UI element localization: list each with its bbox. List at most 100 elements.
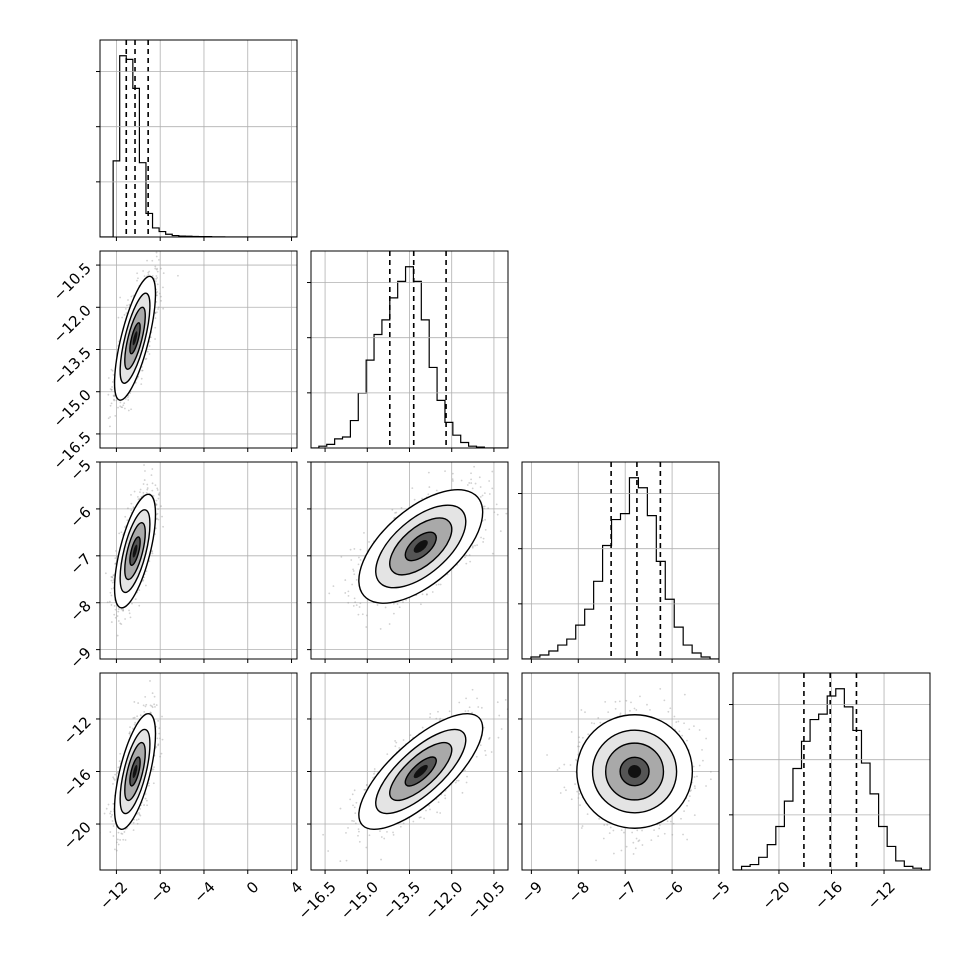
- scatter-point: [110, 621, 113, 623]
- scatter-point: [140, 383, 143, 386]
- scatter-point: [156, 487, 159, 490]
- scatter-point: [112, 802, 115, 805]
- scatter-point: [495, 503, 498, 506]
- scatter-point: [115, 550, 117, 552]
- scatter-point: [402, 601, 404, 604]
- scatter-point: [112, 825, 115, 827]
- scatter-point: [112, 574, 115, 577]
- scatter-point: [134, 721, 137, 724]
- scatter-point: [157, 493, 160, 496]
- scatter-point: [145, 491, 148, 494]
- scatter-point: [479, 486, 482, 488]
- scatter-point: [134, 381, 137, 384]
- scatter-point: [150, 474, 153, 477]
- scatter-point: [328, 592, 331, 595]
- scatter-point: [392, 602, 395, 605]
- scatter-point: [114, 616, 117, 619]
- scatter-point: [122, 609, 125, 612]
- scatter-point: [130, 295, 133, 298]
- scatter-point: [142, 483, 145, 485]
- scatter-point: [413, 498, 416, 501]
- scatter-point: [435, 489, 438, 492]
- scatter-point: [351, 583, 354, 586]
- scatter-point: [112, 373, 115, 376]
- density-contour: [132, 544, 138, 558]
- scatter-point: [113, 613, 116, 616]
- scatter-point: [111, 369, 114, 372]
- scatter-point: [142, 491, 145, 494]
- scatter-point: [152, 459, 154, 461]
- scatter-point: [155, 294, 158, 297]
- scatter-point: [156, 283, 159, 286]
- scatter-point: [151, 706, 154, 709]
- scatter-point: [137, 277, 139, 280]
- scatter-point: [464, 556, 466, 559]
- scatter-point: [127, 299, 129, 301]
- scatter-point: [157, 306, 160, 309]
- scatter-point: [130, 408, 133, 411]
- scatter-point: [121, 406, 124, 409]
- scatter-point: [143, 464, 145, 466]
- scatter-point: [152, 782, 155, 785]
- scatter-point: [117, 316, 120, 319]
- scatter-point: [481, 494, 484, 497]
- scatter-point: [151, 468, 154, 470]
- scatter-point: [488, 493, 491, 495]
- panel-grid: [311, 251, 508, 448]
- scatter-point: [136, 496, 139, 498]
- scatter-point: [122, 404, 125, 407]
- scatter-point: [161, 515, 163, 518]
- scatter-point: [130, 509, 133, 512]
- scatter-point: [469, 560, 472, 563]
- panel-frame: [521, 461, 720, 660]
- scatter-point: [349, 548, 352, 551]
- scatter-point: [144, 358, 147, 361]
- scatter-point: [154, 312, 157, 315]
- panel-grid: [733, 673, 930, 870]
- scatter-point: [466, 484, 469, 486]
- panel-grid: [311, 462, 508, 659]
- scatter-point: [426, 593, 428, 596]
- scatter-point: [427, 471, 430, 474]
- scatter-point: [109, 591, 112, 594]
- panel-frame: [99, 39, 298, 238]
- scatter-point: [411, 487, 414, 490]
- scatter-point: [107, 377, 110, 379]
- scatter-point: [114, 557, 117, 560]
- scatter-point: [142, 270, 145, 272]
- scatter-point: [113, 399, 116, 402]
- scatter-point: [111, 576, 114, 578]
- scatter-point: [141, 369, 144, 372]
- scatter-point: [158, 492, 161, 494]
- scatter-point: [134, 598, 137, 601]
- scatter-point: [109, 404, 112, 407]
- scatter-point: [505, 512, 508, 515]
- scatter-point: [157, 508, 160, 511]
- scatter-point: [127, 409, 130, 412]
- scatter-point: [365, 614, 368, 617]
- scatter-point: [344, 579, 347, 581]
- scatter-point: [143, 479, 146, 481]
- scatter-point: [391, 508, 394, 511]
- scatter-point: [104, 572, 107, 575]
- scatter-point: [124, 526, 126, 528]
- scatter-point: [111, 386, 113, 388]
- scatter-point: [113, 395, 116, 398]
- scatter-point: [113, 398, 115, 401]
- scatter-point: [146, 804, 148, 807]
- scatter-point: [156, 270, 159, 273]
- scatter-point: [148, 784, 150, 787]
- scatter-point: [491, 470, 494, 473]
- scatter-point: [123, 407, 126, 410]
- scatter-point: [160, 752, 163, 755]
- scatter-point: [123, 313, 126, 316]
- scatter-point: [473, 465, 476, 468]
- scatter-point: [146, 488, 149, 491]
- scatter-point: [148, 345, 151, 347]
- scatter-point: [113, 394, 116, 397]
- scatter-point: [110, 587, 113, 590]
- scatter-point: [347, 590, 350, 593]
- scatter-point: [138, 604, 141, 607]
- scatter-point: [365, 626, 368, 628]
- scatter-point: [119, 296, 122, 299]
